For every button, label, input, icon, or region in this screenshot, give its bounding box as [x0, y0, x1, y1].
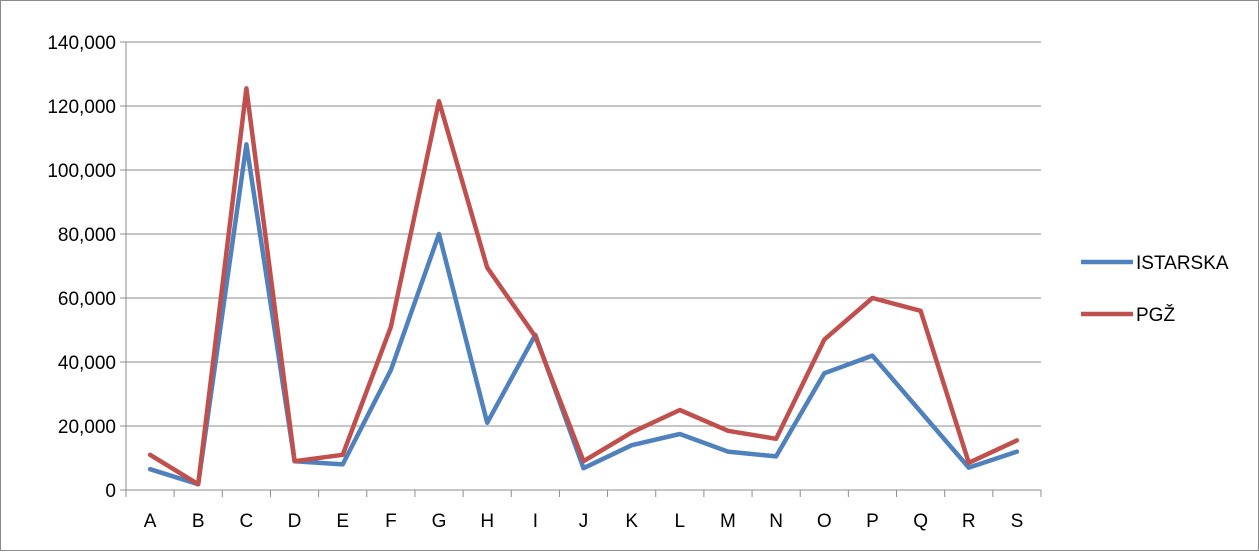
y-tick-label: 140,000: [47, 33, 116, 54]
x-tick-label: I: [533, 511, 538, 532]
y-tick-label: 80,000: [58, 225, 116, 246]
series-line-istarska: [147, 142, 1020, 487]
x-tick-label: P: [866, 511, 879, 532]
x-tick-label: S: [1011, 511, 1024, 532]
x-tick-label: L: [675, 511, 686, 532]
y-tick-label: 60,000: [58, 289, 116, 310]
y-tick-label: 20,000: [58, 417, 116, 438]
x-tick-label: O: [817, 511, 832, 532]
x-tick-label: D: [288, 511, 302, 532]
x-tick-label: J: [579, 511, 589, 532]
x-tick-label: H: [480, 511, 494, 532]
x-tick-label: A: [144, 511, 157, 532]
x-tick-label: K: [625, 511, 638, 532]
x-tick-label: Q: [913, 511, 928, 532]
legend: ISTARSKA PGŽ: [1081, 253, 1229, 326]
x-tick-label: M: [720, 511, 736, 532]
x-tick-label: B: [192, 511, 205, 532]
legend-label: PGŽ: [1136, 304, 1175, 326]
x-tick-label: F: [385, 511, 397, 532]
x-tick-label: E: [336, 511, 349, 532]
x-tick-label: G: [432, 511, 447, 532]
y-tick-label: 120,000: [47, 97, 116, 118]
y-tick-label: 40,000: [58, 353, 116, 374]
x-tick-label: R: [962, 511, 976, 532]
series-line-pgž: [147, 86, 1020, 487]
x-tick-label: C: [240, 511, 254, 532]
legend-label: ISTARSKA: [1136, 253, 1229, 274]
axes: 0 20,000 40,000 60,000 80,000 100,000 120,000 1…: [47, 33, 1042, 532]
y-tick-label: 100,000: [47, 161, 116, 182]
x-tick-label: N: [769, 511, 783, 532]
y-tick-label: 0: [105, 481, 116, 502]
series-lines: [147, 86, 1020, 487]
